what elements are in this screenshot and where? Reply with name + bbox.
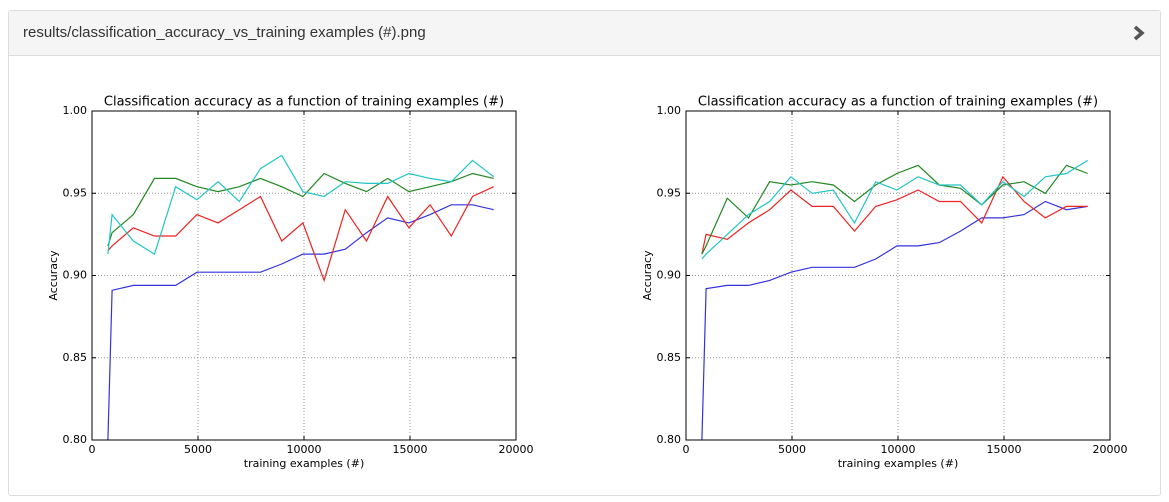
x-tick-label: 0: [89, 443, 96, 456]
series-line: [701, 200, 1088, 441]
plot-frame: [685, 110, 1111, 441]
y-tick-label: 0.95: [657, 186, 682, 199]
series-line: [701, 159, 1089, 260]
series-line: [107, 186, 494, 283]
x-tick-label: 20000: [1093, 443, 1128, 456]
x-tick-label: 5000: [778, 443, 806, 456]
series-line: [107, 204, 494, 441]
y-axis-label: Accuracy: [641, 250, 654, 301]
x-tick-label: 0: [683, 443, 690, 456]
y-tick-label: 1.00: [657, 104, 682, 117]
x-tick-label: 20000: [499, 443, 534, 456]
chart-title: Classification accuracy as a function of…: [698, 95, 1098, 110]
chart-title: Classification accuracy as a function of…: [104, 95, 504, 110]
panel-title: results/classification_accuracy_vs_train…: [23, 24, 426, 41]
x-axis-label: training examples (#): [838, 457, 958, 470]
series-line: [701, 175, 1088, 255]
y-tick-label: 0.90: [63, 269, 88, 282]
panel-header[interactable]: results/classification_accuracy_vs_train…: [9, 11, 1160, 56]
x-tick-label: 15000: [987, 443, 1022, 456]
y-tick-label: 0.80: [657, 433, 682, 446]
series-line: [107, 172, 494, 247]
y-tick-label: 0.95: [63, 186, 88, 199]
x-axis-label: training examples (#): [244, 457, 364, 470]
x-tick-label: 15000: [393, 443, 428, 456]
x-tick-label: 5000: [184, 443, 212, 456]
y-axis-label: Accuracy: [47, 250, 60, 301]
panel: results/classification_accuracy_vs_train…: [8, 10, 1161, 496]
y-tick-label: 0.85: [63, 351, 88, 364]
x-tick-label: 10000: [287, 443, 322, 456]
expand-icon[interactable]: [1132, 24, 1146, 42]
y-tick-label: 1.00: [63, 104, 88, 117]
series-line: [701, 164, 1088, 255]
y-tick-label: 0.90: [657, 269, 682, 282]
series-line: [107, 154, 495, 256]
y-tick-label: 0.85: [657, 351, 682, 364]
y-tick-label: 0.80: [63, 433, 88, 446]
x-tick-label: 10000: [881, 443, 916, 456]
plot-frame: [91, 110, 517, 441]
